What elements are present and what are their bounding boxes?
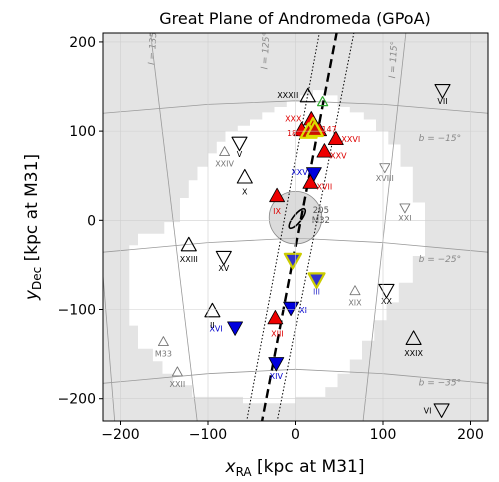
x-axis-label: xRA [kpc at M31] [225,457,365,479]
satellite-marker [219,146,231,157]
satellite-label: XX [381,297,392,306]
satellite-label: XXX [285,114,302,123]
satellite-label: XV [218,264,229,273]
satellite-label: XXI [398,214,411,223]
y-tick-label: 100 [69,124,96,140]
satellite-label: VII [437,97,447,106]
satellite-marker [283,252,302,270]
chart-title: Great Plane of Andromeda (GPoA) [159,9,431,28]
y-tick-label: 200 [69,35,96,51]
satellite-label: XXIX [404,349,423,358]
annotation-label: M32 [312,216,330,226]
satellite-label: 147 [321,125,336,134]
x-tick-label: 0 [291,427,300,443]
plane-width-line [276,33,355,421]
satellite-marker [268,357,285,372]
satellite-marker [231,136,248,152]
satellite-label: VI [424,407,432,416]
m31-disk-ellipse [288,207,307,230]
satellite-marker [399,203,411,214]
satellite-label: XXIV [215,160,234,169]
plane-fit-line [260,33,338,421]
satellite-label: XIX [348,299,362,308]
satellite-label: M33 [155,350,172,359]
y-tick-label: 0 [87,213,96,229]
satellite-label: XVIII [376,174,394,183]
satellite-marker [283,301,300,317]
satellite-marker [433,403,450,418]
satellite-marker [204,302,221,318]
satellite-marker [305,167,322,182]
satellite-marker [227,321,244,336]
galactic-longitude-label: l = 115° [388,41,400,79]
x-tick-label: −200 [101,427,139,443]
satellite-marker [215,250,232,266]
satellite-marker [349,285,361,296]
satellite-label: X [242,187,248,196]
survey-footprint [129,90,426,404]
annotation-label: 205 [313,206,329,216]
satellite-marker [180,236,197,252]
satellite-label: III [313,287,320,296]
x-tick-label: 200 [457,427,484,443]
satellite-marker [157,336,169,347]
satellite-label: XXVII [291,168,312,177]
satellite-marker [302,174,319,189]
satellite-marker [307,272,326,289]
x-tick-label: 100 [370,427,397,443]
satellite-marker [434,84,451,99]
satellite-marker [316,143,333,158]
satellite-label: XXV [330,152,347,161]
satellite-label: XXII [170,380,186,389]
y-tick-label: −200 [58,392,96,408]
satellite-label: XIV [270,372,284,381]
satellite-marker [317,95,329,107]
x-tick-label: −100 [189,427,227,443]
satellite-label: XI [299,306,307,315]
galactic-latitude-label: b = −25° [419,255,461,265]
plane-width-line [246,33,320,421]
satellite-label: IX [273,207,281,216]
satellite-marker [171,366,183,377]
satellite-marker [269,187,286,203]
galactic-longitude-label: l = 125° [260,32,272,70]
satellite-label: 185 [287,129,302,138]
satellite-marker [236,168,253,184]
satellite-marker [327,130,344,146]
axis-ticks: −200 −100 0 100 200 −200 −100 0 100 200 [58,35,484,443]
satellite-label: XIII [271,329,284,338]
satellite-label: XXVI [341,135,360,144]
plot-area: b = −15° b = −25° b = −35° l = 135° l = 125°… [103,27,488,421]
satellite-marker [405,330,422,345]
y-axis-label: yDec [kpc at M31] [22,154,44,301]
satellite-label: XXXII [277,91,298,100]
satellite-marker [379,163,391,174]
satellite-label: XVII [317,183,333,192]
galactic-longitude-label: l = 135° [148,27,160,65]
y-tick-label: −100 [58,303,96,319]
satellite-label: XVI [209,325,222,334]
satellite-marker [267,309,284,325]
satellite-marker [305,120,324,138]
satellite-label: II [210,321,215,330]
satellite-marker [299,87,316,103]
galactic-latitude-label: b = −15° [419,134,461,144]
satellite-label: V [237,150,243,159]
satellite-label: XXIII [180,255,198,264]
galactic-longitude-line [103,270,116,421]
galactic-latitude-label: b = −35° [419,378,461,388]
